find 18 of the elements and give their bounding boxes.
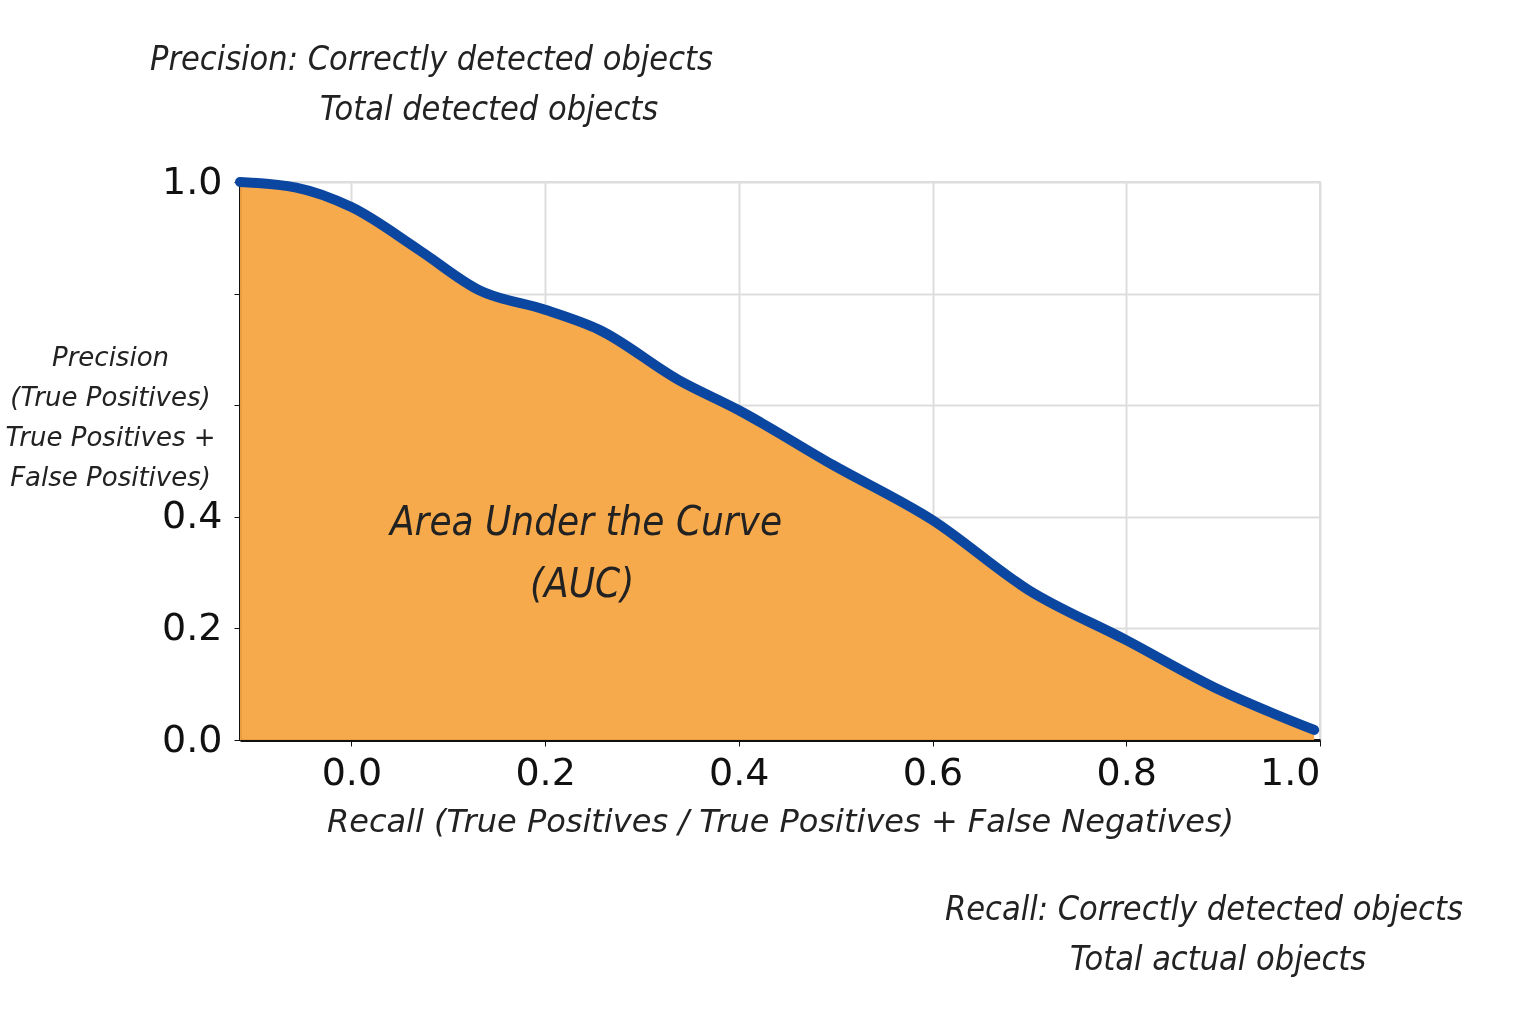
y-tick-label: 0.4 [162,493,223,538]
y-axis-title: Precision (True Positives) True Positives + False Positives) [5,341,216,492]
x-tick-label: 0.0 [321,749,383,794]
y-tick-label: 0.0 [162,716,223,761]
y-tick-label: 1.0 [162,158,223,203]
x-tick-label: 1.0 [1260,749,1321,794]
x-tick-label: 0.2 [515,749,576,794]
text: Recall: Correctly detected objects [945,888,1463,928]
x-tick-label: 0.6 [902,749,964,794]
x-tick-label: 0.4 [709,749,770,794]
text: Total detected objects [320,88,659,128]
text: Precision: Correctly detected objects [150,38,713,78]
text: Total actual objects [1070,938,1367,978]
x-axis-title: Recall (True Positives / True Positives + False Negatives) [326,801,1235,840]
x-tick-label: 0.8 [1096,749,1157,794]
annotation: (AUC) [530,560,635,606]
annotation: Area Under the Curve [390,498,783,544]
y-tick-label: 0.2 [162,604,223,649]
